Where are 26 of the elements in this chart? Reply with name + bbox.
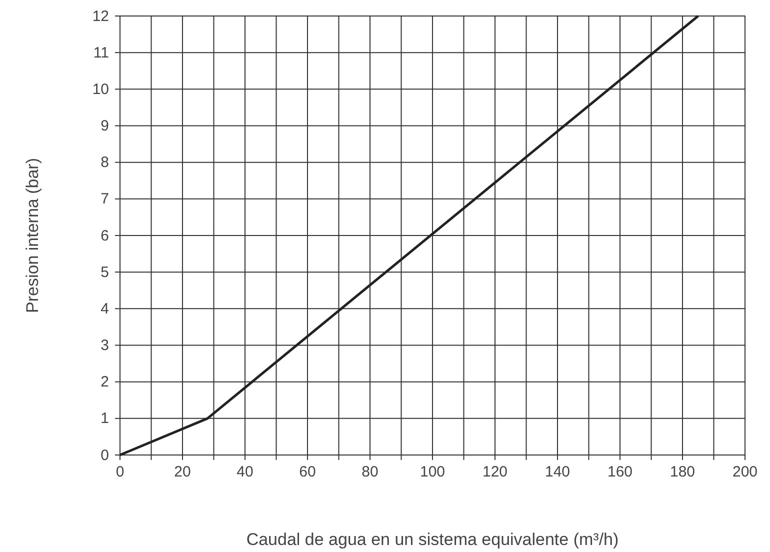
y-tick-label: 9	[100, 118, 109, 135]
x-tick-label: 180	[670, 464, 696, 481]
y-tick-label: 6	[100, 227, 109, 244]
y-tick-label: 0	[100, 446, 109, 464]
y-tick-label: 1	[100, 410, 109, 428]
y-tick-label: 2	[100, 374, 109, 391]
y-axis-title: Presion interna (bar)	[23, 158, 42, 313]
x-tick-label: 0	[116, 464, 124, 481]
x-tick-label: 100	[420, 464, 446, 481]
x-tick-label: 80	[362, 464, 378, 481]
x-tick-label: 60	[299, 464, 316, 481]
x-tick-label: 120	[482, 464, 508, 481]
x-axis-title: Caudal de agua en un sistema equivalente (m³/h)	[246, 530, 619, 549]
y-tick-label: 7	[100, 190, 109, 208]
y-tick-label: 8	[100, 154, 109, 172]
y-tick-label: 5	[100, 264, 109, 281]
x-tick-label: 140	[544, 464, 570, 481]
y-tick-label: 3	[100, 337, 109, 354]
x-tick-label: 200	[732, 464, 758, 481]
y-tick-label: 12	[92, 8, 109, 25]
x-tick-label: 160	[607, 464, 633, 481]
x-tick-label: 20	[174, 464, 191, 481]
y-tick-label: 10	[92, 80, 109, 98]
y-tick-label: 4	[100, 300, 109, 318]
y-tick-label: 11	[93, 44, 109, 62]
x-tick-label: 40	[236, 464, 254, 481]
